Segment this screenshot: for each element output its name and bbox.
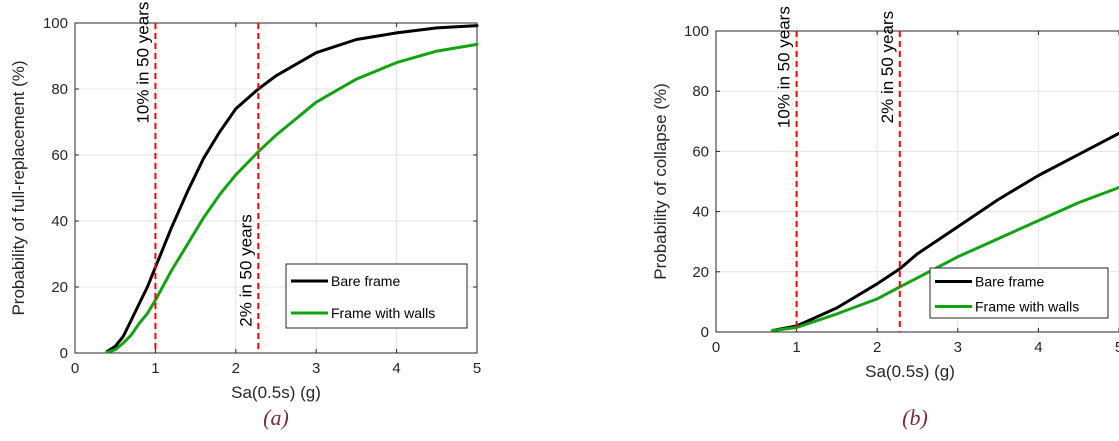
x-tick-label: 4 [392, 360, 400, 377]
x-tick-label: 1 [792, 339, 800, 356]
legend-label: Bare frame [975, 274, 1044, 290]
series-line-0 [105, 24, 479, 353]
y-tick-label: 100 [43, 15, 68, 32]
y-tick-label: 0 [701, 324, 709, 341]
axes-box [715, 30, 1119, 333]
y-tick-label: 40 [692, 204, 709, 221]
x-tick-label: 0 [71, 360, 79, 377]
panel-caption: (a) [263, 405, 289, 430]
y-tick-label: 40 [51, 213, 68, 230]
y-tick-label: 0 [60, 345, 68, 362]
x-tick-label: 1 [151, 360, 159, 377]
y-tick-label: 20 [692, 264, 709, 281]
reference-line-label: 2% in 50 years [236, 214, 255, 326]
y-tick-label: 80 [692, 83, 709, 100]
axes-box [74, 22, 478, 354]
x-tick-label: 4 [1034, 339, 1042, 356]
y-tick-label: 60 [51, 147, 68, 164]
legend-label: Frame with walls [975, 299, 1079, 315]
series-line-0 [770, 131, 1119, 332]
legend-box [929, 267, 1109, 319]
legend-label: Frame with walls [331, 305, 435, 321]
reference-line-label: 2% in 50 years [878, 11, 897, 123]
y-tick-label: 80 [51, 81, 68, 98]
x-tick-label: 2 [873, 339, 881, 356]
series-line-1 [105, 42, 479, 354]
x-axis-label: Sa(0.5s) (g) [865, 362, 955, 381]
series-line-1 [770, 186, 1119, 332]
x-tick-label: 3 [312, 360, 320, 377]
x-tick-label: 5 [1115, 339, 1119, 356]
x-axis-label: Sa(0.5s) (g) [231, 383, 321, 402]
x-tick-label: 5 [473, 360, 481, 377]
y-axis-label: Probability of collapse (%) [651, 83, 670, 280]
x-tick-label: 3 [954, 339, 962, 356]
y-tick-label: 60 [692, 143, 709, 160]
y-tick-label: 100 [684, 23, 709, 40]
x-tick-label: 2 [232, 360, 240, 377]
legend-box [285, 263, 468, 329]
y-tick-label: 20 [51, 279, 68, 296]
y-axis-label: Probability of full-replacement (%) [9, 60, 28, 315]
x-tick-label: 0 [712, 339, 720, 356]
panel-caption: (b) [902, 405, 928, 430]
reference-line-label: 10% in 50 years [775, 6, 794, 128]
reference-line-label: 10% in 50 years [133, 2, 152, 124]
legend-label: Bare frame [331, 273, 400, 289]
